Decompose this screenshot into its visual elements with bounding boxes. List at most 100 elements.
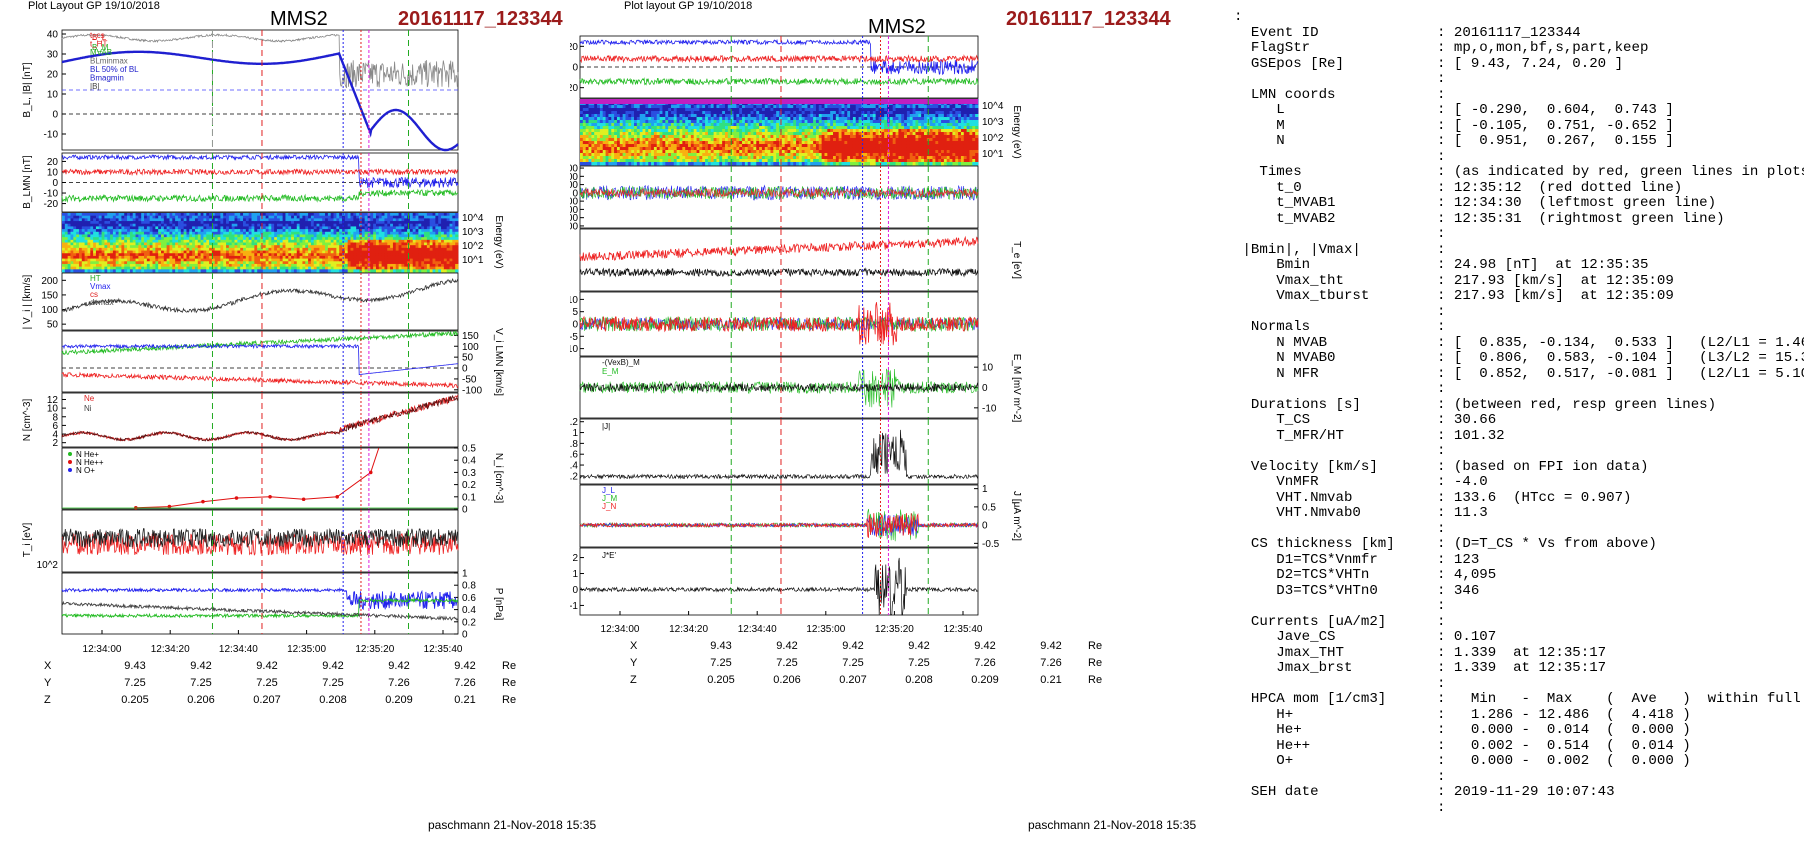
spectrogram-cell [580,147,584,151]
spectrogram-cell [707,141,712,145]
spectrogram-cell [693,138,697,142]
spectrogram-cell [753,153,757,157]
spectrogram-cell [274,215,278,219]
spectrogram-cell [648,111,652,115]
spectrogram-cell [364,247,368,251]
spectrogram-cell [276,215,281,219]
spectrogram-cell [375,258,380,262]
spectrogram-cell [645,156,649,160]
spectrogram-cell [274,261,278,265]
spectrogram-cell [409,223,414,227]
spectrogram-cell [237,218,241,222]
spectrogram-cell [285,250,289,254]
spectrogram-cell [237,266,241,270]
spectrogram-cell [702,150,706,154]
spectrogram-cell [112,258,117,262]
spectrogram-cell [585,117,589,121]
spectrogram-cell [642,123,646,127]
spectrogram-cell [392,237,397,241]
spectrogram-cell [110,226,114,230]
spectrogram-cell [84,234,88,238]
spectrogram-cell [435,223,439,227]
spectrogram-cell [378,231,383,235]
spectrogram-cell [622,150,626,154]
spectrogram-cell [98,245,102,249]
spectrogram-cell [619,147,624,151]
spectrogram-cell [274,245,278,249]
spectrogram-cell [177,261,182,265]
spectrogram-cell [395,215,399,219]
spectrogram-cell [424,226,428,230]
spectrogram-cell [665,147,669,151]
spectrogram-cell [146,242,151,246]
spectrogram-cell [316,247,320,251]
spectrogram-cell [158,242,162,246]
spectrogram-cell [81,250,86,254]
spectrogram-cell [656,126,660,130]
spectrogram-cell [95,245,100,249]
spectrogram-cell [265,229,269,233]
spectrogram-cell [333,250,337,254]
spectrogram-cell [656,132,660,136]
spectrogram-cell [705,132,709,136]
spectrogram-cell [197,261,201,265]
spectrogram-cell [608,159,612,163]
spectrogram-cell [580,144,584,148]
spectrogram-cell [662,105,666,109]
spectrogram-cell [409,226,414,230]
spectrogram-cell [209,266,213,270]
spectrogram-cell [279,247,284,251]
spectrogram-cell [781,144,786,148]
spectrogram-cell [611,111,615,115]
spectrogram-cell [200,223,204,227]
spectrogram-cell [770,162,774,166]
spectrogram-cell [197,242,201,246]
spectrogram-cell [409,247,414,251]
legend-label: B_L [92,33,107,42]
spectrogram-cell [107,215,111,219]
spectrogram-cell [98,266,102,270]
spectrogram-cell [392,218,397,222]
spectrogram-cell [308,234,312,238]
spectrogram-cell [407,247,411,251]
spectrogram-cell [243,269,247,273]
spectrogram-cell [288,250,292,254]
spectrogram-cell [392,231,397,235]
spectrogram-cell [705,114,709,118]
spectrogram-cell [327,255,332,259]
spectrogram-cell [121,242,125,246]
spectrogram-cell [118,253,122,257]
spectrogram-cell [727,156,732,160]
spectrogram-cell [625,141,629,145]
spectrogram-cell [602,108,606,112]
spectrogram-cell [653,147,658,151]
spectrogram-cell [390,226,394,230]
spectrogram-cell [421,218,425,222]
spectrogram-cell [158,261,162,265]
spectrogram-cell [381,223,385,227]
spectrogram-cell [429,250,433,254]
spectrogram-cell [203,266,207,270]
spectrogram-cell [602,120,606,124]
spectrogram-cell [78,218,83,222]
y-tick-label: 0.1 [462,492,476,503]
spectrogram-cell [175,229,179,233]
spectrogram-cell [101,218,105,222]
spectrogram-cell [135,242,139,246]
spectrogram-cell [186,266,190,270]
spectrogram-cell [64,215,69,219]
spectrogram-cell [651,117,655,121]
spectrogram-cell [248,245,252,249]
spectrogram-cell [384,253,388,257]
spectrogram-cell [384,215,388,219]
spectrogram-cell [631,108,635,112]
spectrogram-cell [628,105,632,109]
spectrogram-cell [370,263,374,268]
spectrogram-cell [197,215,201,219]
spectrogram-cell [138,234,142,238]
spectrogram-cell [375,250,380,254]
spectrogram-cell [790,120,794,124]
spectrogram-cell [452,218,456,222]
spectrogram-cell [76,261,80,265]
spectrogram-cell [756,120,760,124]
